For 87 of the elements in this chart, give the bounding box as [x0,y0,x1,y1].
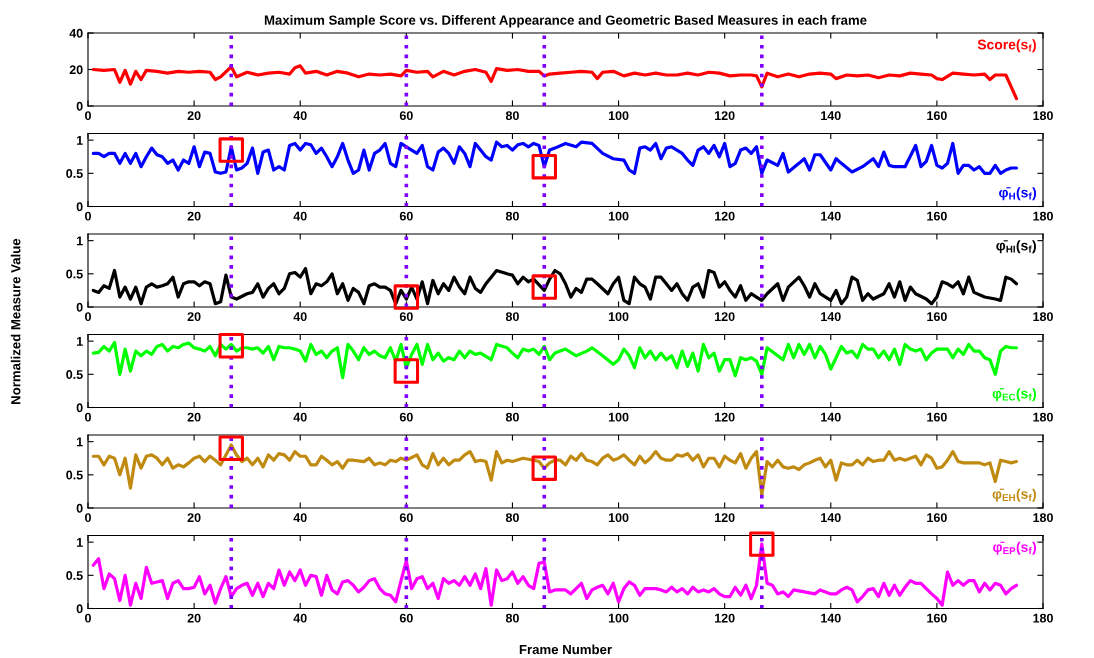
x-tick-label: 40 [293,111,307,121]
x-tick-label: 100 [608,111,629,121]
x-tick-label: 140 [821,513,841,523]
y-tick-label: 0.5 [66,269,83,279]
x-tick-label: 120 [715,211,735,221]
x-tick-label: 0 [85,211,91,221]
x-tick-label: 120 [715,513,735,523]
y-tick-label: 0 [76,503,83,513]
x-tick-label: 60 [399,211,413,221]
x-tick-label: 20 [187,111,201,121]
series-label: φ̄$_{EC}$(s$_{f}$) [992,388,1036,402]
series-label: Score(s$_{f}$) [977,39,1036,53]
y-tick-label: 1 [76,136,83,145]
y-tick-label: 1 [76,337,83,346]
x-tick-label: 100 [608,613,629,623]
y-tick-label: 0 [76,302,83,312]
x-tick-label: 160 [927,412,947,422]
y-tick-label: 0.5 [66,470,83,480]
x-tick-label: 160 [927,613,947,623]
y-tick-label: 0.5 [66,571,83,580]
x-tick-label: 80 [505,312,519,322]
x-tick-label: 80 [505,412,519,422]
y-tick-label: 0.5 [66,370,83,379]
x-tick-label: 40 [293,513,307,523]
x-tick-label: 60 [399,412,413,422]
x-tick-label: 160 [927,312,947,322]
x-tick-label: 40 [293,211,307,221]
y-tick-label: 0.5 [66,169,83,178]
y-axis-title: Normalized Measure Value [10,238,21,404]
x-tick-label: 60 [399,312,413,322]
series-label: φ̄$_{H}$(s$_{f}$) [999,187,1037,201]
x-tick-label: 80 [505,211,519,221]
x-tick-label: 20 [187,613,201,623]
x-tick-label: 100 [608,412,629,422]
x-tick-label: 160 [927,513,947,523]
x-tick-label: 180 [1033,111,1053,121]
x-tick-label: 80 [505,513,519,523]
x-tick-label: 180 [1033,613,1053,623]
y-tick-label: 40 [69,28,83,38]
y-tick-label: 1 [76,538,83,547]
y-tick-label: 0 [76,403,83,413]
x-tick-label: 20 [187,211,201,221]
x-tick-label: 180 [1033,312,1053,322]
x-tick-label: 140 [821,613,841,623]
x-tick-label: 40 [293,412,307,422]
x-tick-label: 60 [399,111,413,121]
x-tick-label: 120 [715,412,735,422]
x-tick-label: 80 [505,111,519,121]
x-tick-label: 20 [187,513,201,523]
x-tick-label: 40 [293,613,307,623]
x-tick-label: 100 [608,211,629,221]
x-tick-label: 180 [1033,513,1053,523]
y-tick-label: 0 [76,101,83,111]
x-tick-label: 140 [821,312,841,322]
x-tick-label: 180 [1033,211,1053,221]
x-axis-title: Frame Number [519,644,612,655]
x-tick-label: 160 [927,211,947,221]
legend-label: φ̄$_{HI}$(s$_{f}$) [996,240,1036,254]
x-tick-label: 100 [608,312,629,322]
x-tick-label: 160 [927,111,947,121]
x-tick-label: 120 [715,613,735,623]
x-tick-label: 0 [85,613,91,623]
x-tick-label: 40 [293,312,307,322]
x-tick-label: 120 [715,312,735,322]
x-tick-label: 20 [187,412,201,422]
y-tick-label: 1 [76,437,83,447]
x-tick-label: 100 [608,513,629,523]
y-tick-label: 0 [76,202,83,212]
x-tick-label: 60 [399,613,413,623]
x-tick-label: 0 [85,412,91,422]
text: φ̄$_{EP}$(s$_{f}$) [993,541,1036,555]
y-tick-label: 20 [69,65,83,75]
y-tick-label: 1 [76,236,83,246]
y-tick-label: 0 [76,604,83,614]
x-tick-label: 60 [399,513,413,523]
x-tick-label: 20 [187,312,201,322]
x-tick-label: 120 [715,111,735,121]
series-label: φ̄$_{EH}$(s$_{f}$) [992,488,1036,502]
x-tick-label: 0 [85,312,91,322]
chart-title: Maximum Sample Score vs. Different Appearance and Geometric Based Measures in each frame [264,15,867,28]
x-tick-label: 80 [505,613,519,623]
x-tick-label: 0 [85,513,91,523]
x-tick-label: 0 [85,111,91,121]
x-tick-label: 140 [821,211,841,221]
x-tick-label: 140 [821,412,841,422]
x-tick-label: 180 [1033,412,1053,422]
x-tick-label: 140 [821,111,841,121]
